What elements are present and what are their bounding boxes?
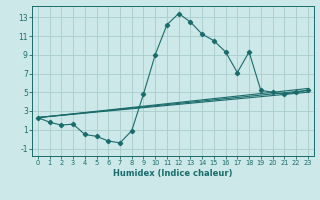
X-axis label: Humidex (Indice chaleur): Humidex (Indice chaleur) — [113, 169, 233, 178]
